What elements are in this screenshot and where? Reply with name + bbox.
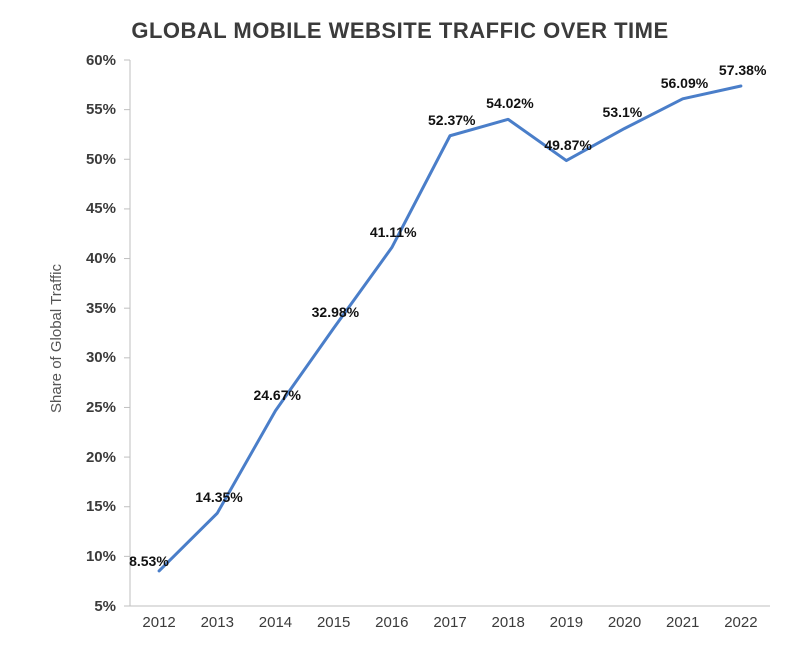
data-point-label: 49.87%	[544, 137, 591, 153]
x-tick-label: 2022	[711, 614, 771, 631]
data-point-label: 8.53%	[129, 553, 169, 569]
x-tick-label: 2015	[304, 614, 364, 631]
line-chart: GLOBAL MOBILE WEBSITE TRAFFIC OVER TIME …	[0, 0, 800, 656]
y-tick-label: 5%	[0, 598, 116, 615]
x-tick-label: 2014	[245, 614, 305, 631]
data-point-label: 32.98%	[312, 304, 359, 320]
x-tick-label: 2020	[595, 614, 655, 631]
x-tick-label: 2012	[129, 614, 189, 631]
y-tick-label: 15%	[0, 498, 116, 515]
y-tick-label: 55%	[0, 101, 116, 118]
x-tick-label: 2017	[420, 614, 480, 631]
data-point-label: 53.1%	[603, 104, 643, 120]
x-tick-label: 2013	[187, 614, 247, 631]
chart-canvas	[0, 0, 800, 656]
data-point-label: 14.35%	[195, 489, 242, 505]
y-tick-label: 10%	[0, 548, 116, 565]
data-line	[159, 86, 741, 571]
x-tick-label: 2021	[653, 614, 713, 631]
x-tick-label: 2016	[362, 614, 422, 631]
y-axis-label: Share of Global Traffic	[48, 264, 65, 413]
data-point-label: 54.02%	[486, 95, 533, 111]
data-point-label: 41.11%	[370, 224, 417, 240]
y-tick-label: 60%	[0, 52, 116, 69]
x-tick-label: 2019	[536, 614, 596, 631]
data-point-label: 57.38%	[719, 62, 766, 78]
y-tick-label: 50%	[0, 151, 116, 168]
data-point-label: 52.37%	[428, 112, 475, 128]
y-tick-label: 20%	[0, 449, 116, 466]
data-point-label: 56.09%	[661, 75, 708, 91]
data-point-label: 24.67%	[253, 387, 300, 403]
y-tick-label: 45%	[0, 200, 116, 217]
x-tick-label: 2018	[478, 614, 538, 631]
